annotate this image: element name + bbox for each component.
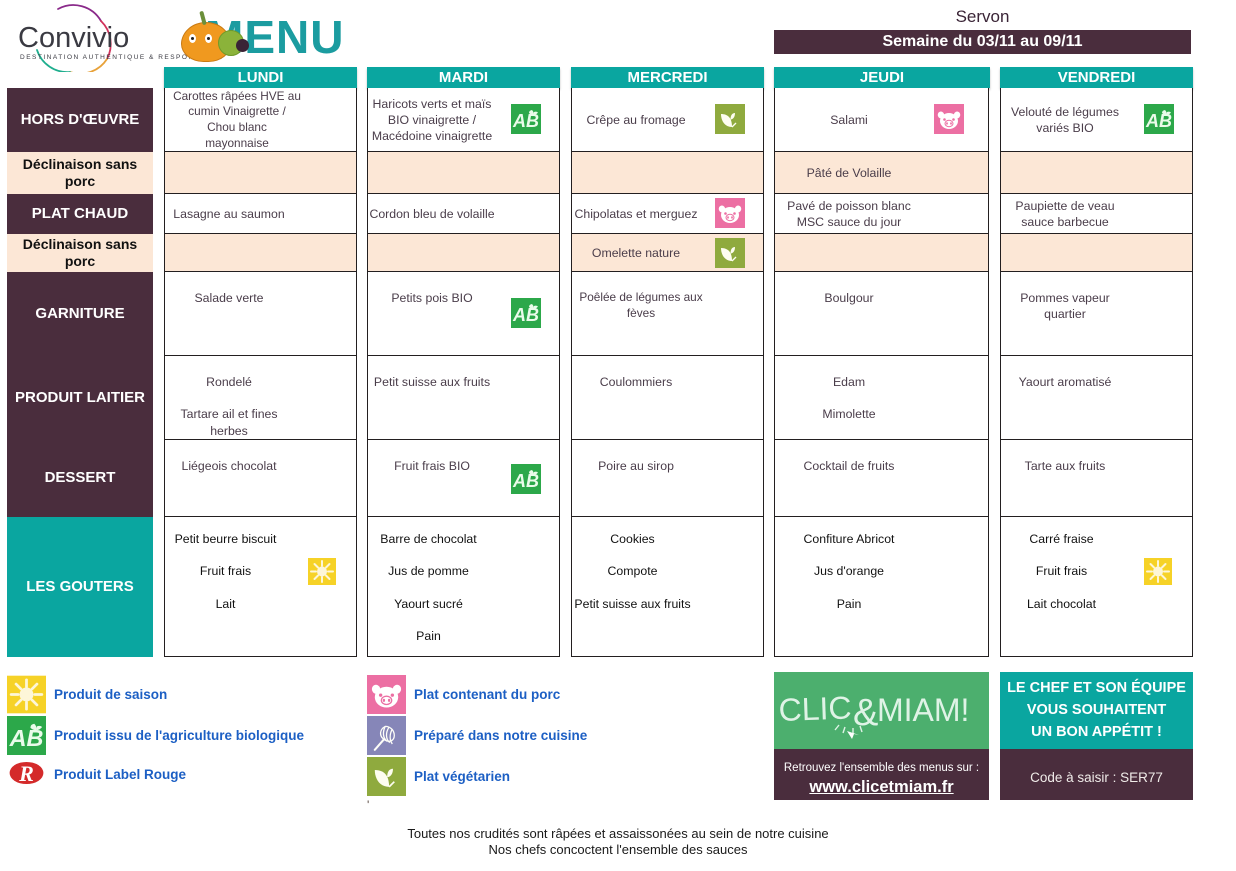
svg-text:MIAM!: MIAM! — [877, 692, 969, 728]
svg-text:R: R — [18, 761, 34, 786]
svg-text:CLIC: CLIC — [779, 689, 852, 728]
svg-text:&: & — [853, 692, 878, 734]
